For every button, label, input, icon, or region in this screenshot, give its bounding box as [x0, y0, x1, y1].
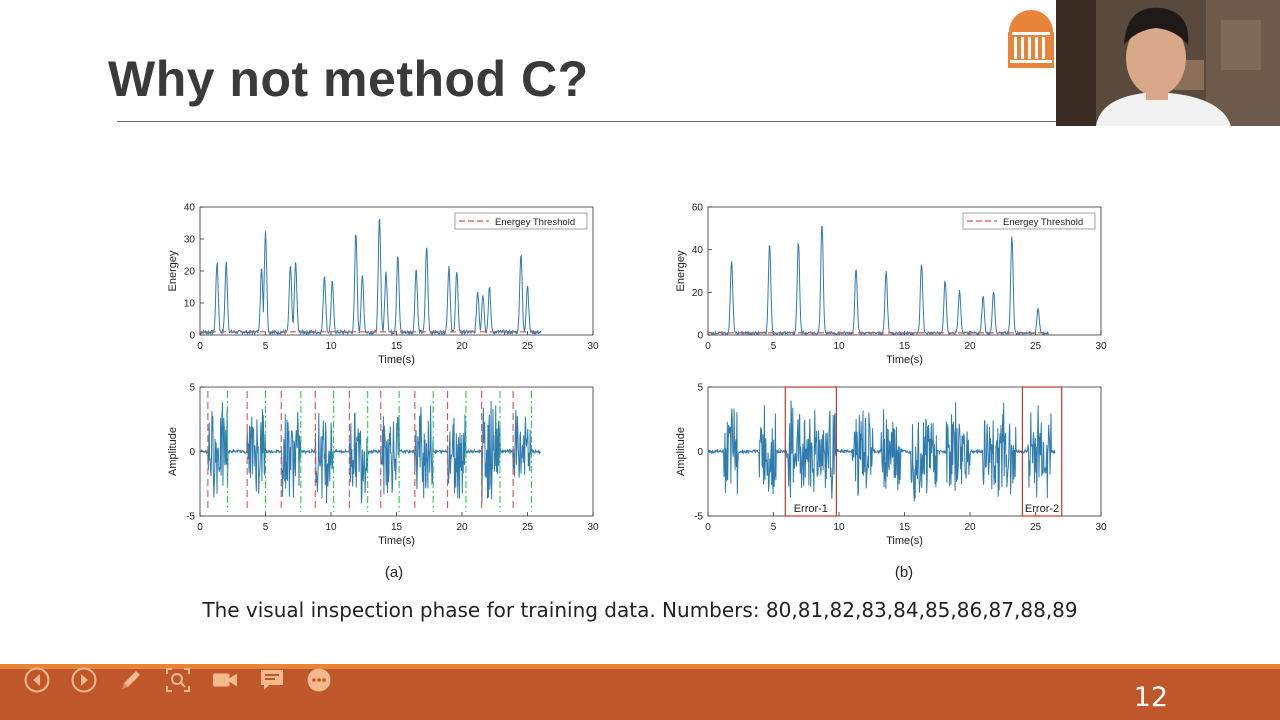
x-tick-label: 10 [325, 522, 337, 533]
plot-series [200, 218, 542, 335]
subtitles-button[interactable] [259, 667, 285, 693]
error-region-label: Error-1 [794, 503, 828, 515]
x-tick-label: 10 [325, 341, 337, 352]
plot-series [200, 400, 541, 504]
x-tick-label: 25 [1030, 522, 1042, 533]
slide-title: Why not method C? [108, 51, 589, 107]
title-divider [117, 121, 1057, 122]
amplitude-series-line [200, 400, 541, 504]
previous-slide-button[interactable] [24, 667, 50, 693]
x-tick-label: 25 [522, 522, 534, 533]
y-tick-label: 5 [189, 383, 195, 394]
error-region-label: Error-2 [1025, 503, 1059, 515]
camera-button[interactable] [212, 667, 238, 693]
x-tick-label: 15 [391, 341, 403, 352]
x-tick-label: 25 [1030, 341, 1042, 352]
x-tick-label: 25 [522, 341, 534, 352]
x-tick-label: 0 [705, 341, 711, 352]
x-tick-label: 30 [587, 522, 599, 533]
x-axis-label: Time(s) [378, 354, 415, 366]
y-tick-label: 0 [189, 331, 195, 342]
y-tick-label: 60 [692, 203, 704, 214]
pencil-icon [122, 671, 140, 689]
error-region-box [1021, 386, 1063, 517]
amplitude-series-line [708, 400, 1056, 502]
x-axis-label: Time(s) [886, 535, 923, 547]
y-tick-label: 20 [692, 288, 704, 299]
slide-number: 12 [1133, 682, 1168, 713]
x-tick-label: 20 [456, 522, 468, 533]
speech-bubble-icon [261, 670, 283, 690]
footer-accent-stripe [0, 664, 1280, 669]
legend-box [454, 212, 588, 230]
figure: 0 5 10 15 20 25 30 0 10 20 30 40 Time(s) Energey Energ… [160, 195, 1120, 590]
x-tick-label: 5 [771, 341, 777, 352]
x-tick-label: 15 [899, 341, 911, 352]
y-axis-label: Energey [675, 250, 687, 291]
university-logo [1006, 10, 1056, 70]
video-camera-icon [212, 673, 238, 687]
arrow-right-circle-icon [71, 667, 97, 693]
y-tick-label: 0 [697, 331, 703, 342]
x-tick-label: 30 [1095, 341, 1107, 352]
zoom-button[interactable] [165, 667, 191, 693]
panel-label-a: (a) [385, 564, 403, 581]
y-axis-label: Energey [167, 250, 179, 291]
next-slide-button[interactable] [71, 667, 97, 693]
y-tick-label: 10 [184, 299, 196, 310]
x-tick-label: 0 [197, 522, 203, 533]
plot-series [708, 225, 1049, 335]
y-tick-label: 40 [184, 203, 196, 214]
x-tick-label: 15 [899, 522, 911, 533]
y-tick-label: 20 [184, 267, 196, 278]
y-tick-label: 5 [697, 383, 703, 394]
more-options-button[interactable] [306, 667, 332, 693]
x-tick-label: 15 [391, 522, 403, 533]
y-axis-label: Amplitude [675, 427, 687, 476]
x-tick-label: 20 [456, 341, 468, 352]
x-tick-label: 20 [964, 341, 976, 352]
webcam-video [1056, 0, 1280, 126]
legend-label: Energey Threshold [495, 217, 575, 228]
y-tick-label: -5 [186, 512, 195, 523]
energy-series-line [708, 225, 1049, 335]
x-tick-label: 20 [964, 522, 976, 533]
presentation-toolbar [24, 667, 332, 693]
pen-tool-button[interactable] [118, 667, 144, 693]
x-tick-label: 30 [1095, 522, 1107, 533]
y-tick-label: 0 [189, 447, 195, 458]
x-tick-label: 5 [771, 522, 777, 533]
plot-series [708, 400, 1056, 502]
x-tick-label: 30 [587, 341, 599, 352]
figure-caption: The visual inspection phase for training… [202, 598, 1078, 622]
x-tick-label: 10 [833, 522, 845, 533]
y-axis-label: Amplitude [167, 427, 179, 476]
x-tick-label: 0 [197, 341, 203, 352]
x-axis-label: Time(s) [886, 354, 923, 366]
x-tick-label: 10 [833, 341, 845, 352]
chart-a-energy: 0 5 10 15 20 25 30 0 10 20 30 40 Time(s) Energey Energ… [167, 203, 599, 367]
y-tick-label: 0 [697, 447, 703, 458]
legend-box [962, 212, 1096, 230]
legend-label: Energey Threshold [1003, 217, 1083, 228]
arrow-left-circle-icon [24, 667, 50, 693]
chart-b-energy: 0 5 10 15 20 25 30 0 20 40 60 Time(s) Energey Energey… [675, 203, 1107, 367]
y-tick-label: -5 [694, 512, 703, 523]
magnifier-icon [166, 668, 190, 692]
ellipsis-icon [307, 668, 331, 692]
x-tick-label: 5 [263, 341, 269, 352]
x-tick-label: 0 [705, 522, 711, 533]
error-region-box [784, 386, 837, 517]
y-tick-label: 40 [692, 245, 704, 256]
panel-label-b: (b) [895, 564, 913, 581]
x-tick-label: 5 [263, 522, 269, 533]
x-axis-label: Time(s) [378, 535, 415, 547]
y-tick-label: 30 [184, 235, 196, 246]
